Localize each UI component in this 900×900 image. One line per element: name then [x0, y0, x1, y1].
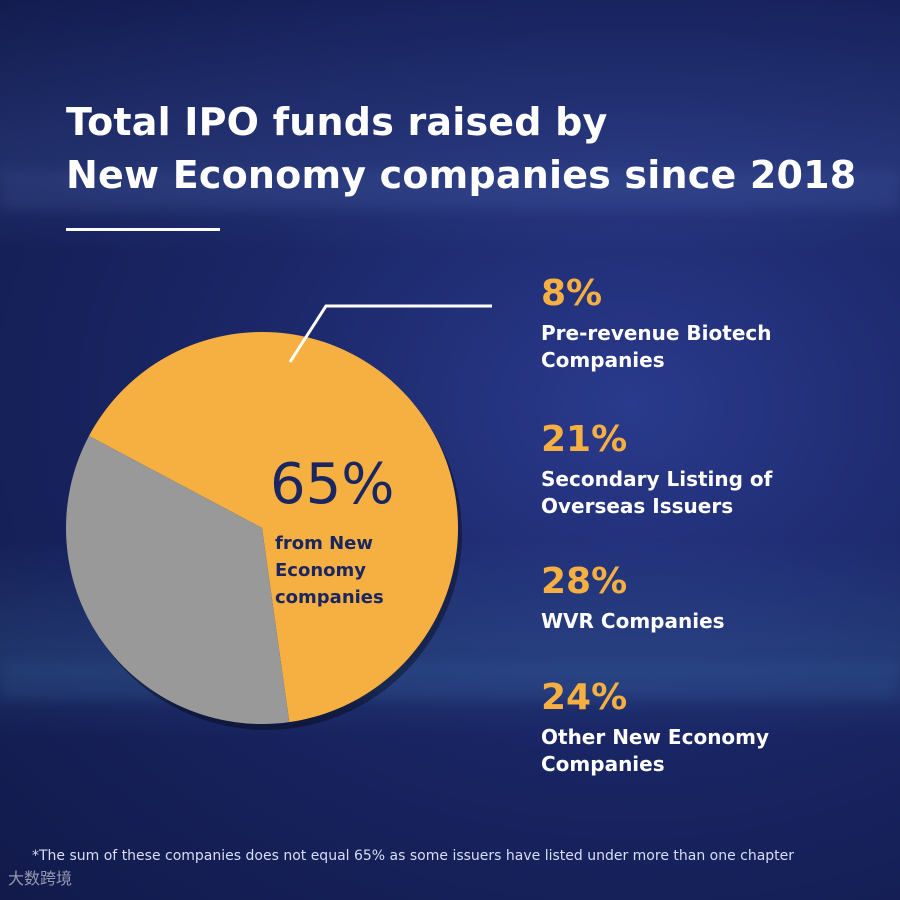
breakdown-label: Secondary Listing of Overseas Issuers	[541, 467, 773, 518]
watermark: 大数跨境	[8, 869, 73, 888]
leader-line	[288, 304, 492, 363]
breakdown-label: Other New Economy Companies	[541, 725, 770, 776]
chart-title: Total IPO funds raised by New Economy co…	[66, 96, 856, 202]
title-underline	[66, 228, 220, 231]
center-caption: from New Economy companies	[275, 533, 384, 608]
breakdown-item: 8% Pre-revenue Biotech Companies	[541, 272, 841, 374]
breakdown-item: 24% Other New Economy Companies	[541, 676, 841, 778]
center-percentage: 65%	[270, 452, 395, 517]
breakdown-value: 28%	[541, 561, 628, 602]
pie-slice-0	[88, 331, 459, 723]
breakdown-label: WVR Companies	[541, 609, 725, 633]
breakdown-label: Pre-revenue Biotech Companies	[541, 321, 772, 372]
chart-title-line-1: Total IPO funds raised by	[66, 100, 608, 144]
breakdown-item: 28% WVR Companies	[541, 560, 841, 635]
breakdown-item: 21% Secondary Listing of Overseas Issuer…	[541, 418, 841, 520]
chart-title-line-2: New Economy companies since 2018	[66, 153, 857, 197]
light-streak	[0, 170, 900, 210]
footnote: *The sum of these companies does not equ…	[32, 848, 795, 864]
breakdown-value: 24%	[541, 677, 628, 718]
pie-slice-1	[66, 435, 290, 724]
breakdown-value: 21%	[541, 419, 628, 460]
breakdown-value: 8%	[541, 273, 603, 314]
